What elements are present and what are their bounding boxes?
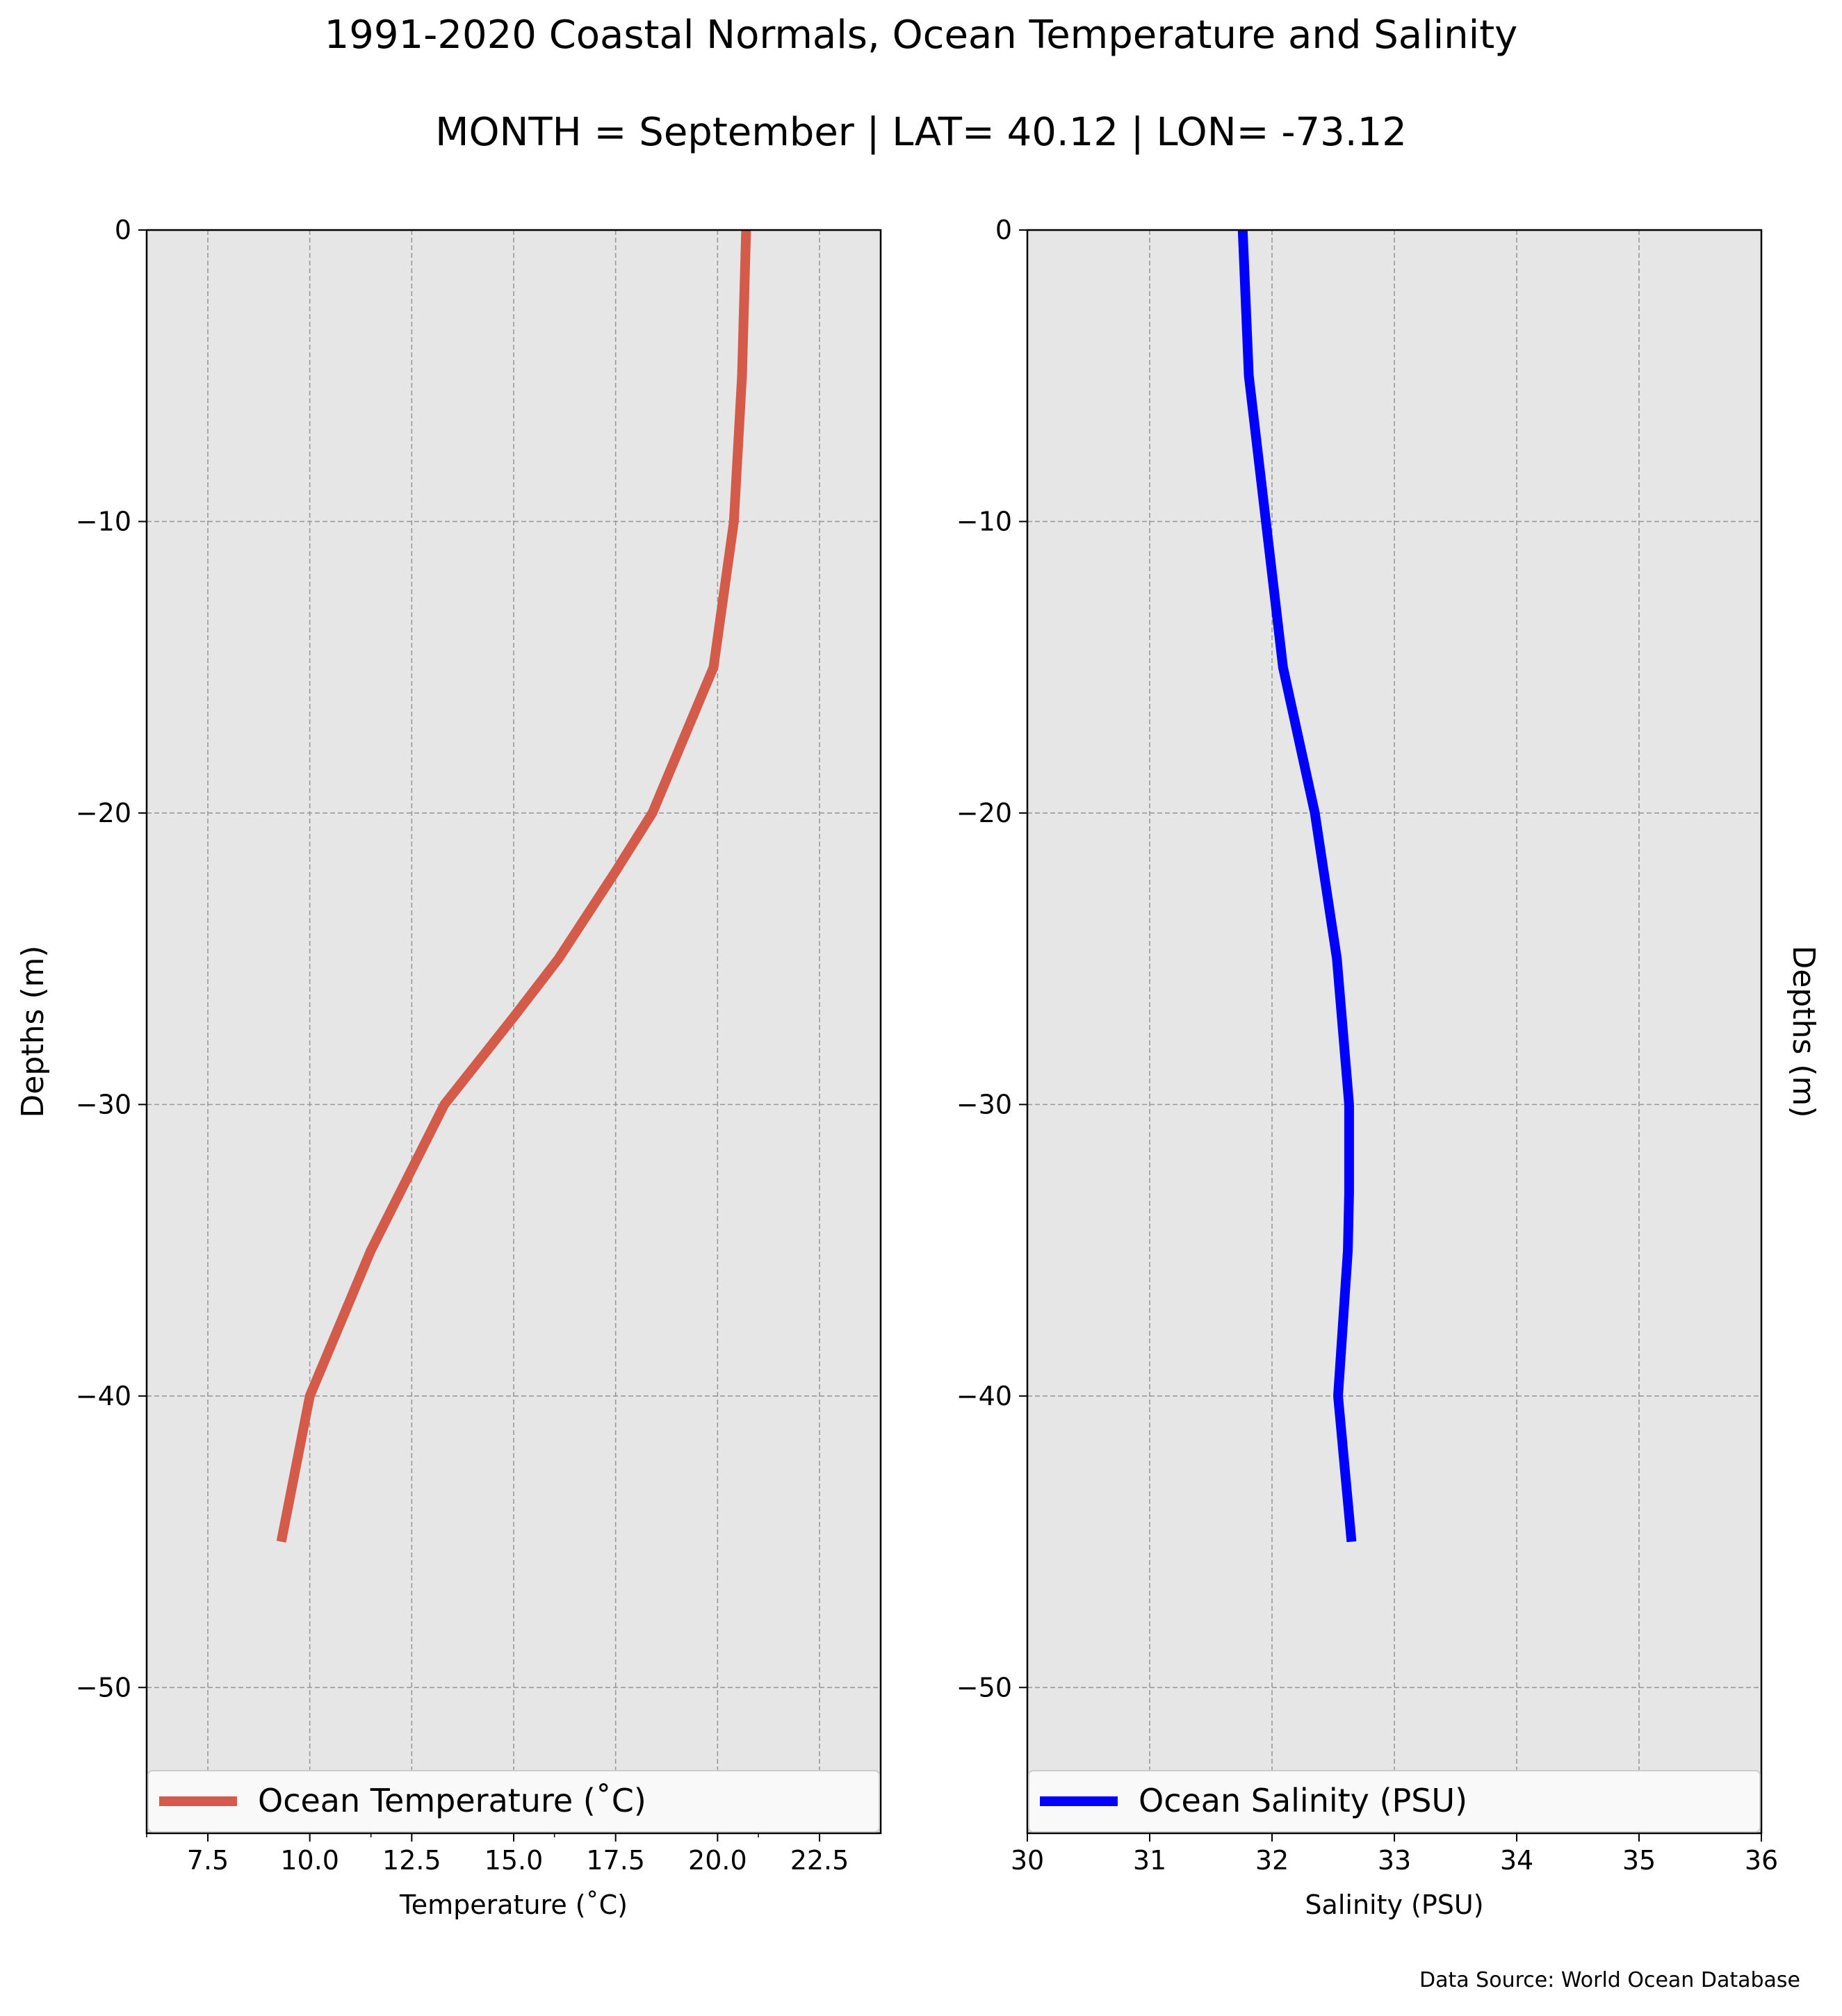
salinity-y-tick-label: −50 (956, 1672, 1012, 1703)
salinity-x-tick-label: 31 (1133, 1845, 1166, 1876)
temperature-y-tick-label: −30 (76, 1089, 131, 1120)
temperature-x-tick-label: 7.5 (187, 1845, 229, 1876)
temperature-series-line (276, 229, 751, 1543)
temperature-plot-area (147, 230, 881, 1833)
salinity-legend: Ocean Salinity (PSU) (1028, 1770, 1761, 1833)
temperature-legend: Ocean Temperature (˚C) (147, 1770, 880, 1833)
salinity-x-tick-label: 36 (1745, 1845, 1778, 1876)
salinity-y-tick-label: −10 (956, 506, 1012, 536)
temperature-x-tick-label: 12.5 (382, 1845, 441, 1876)
temperature-y-axis-label: Depths (m) (15, 945, 51, 1117)
salinity-plot-area (1027, 230, 1761, 1833)
salinity-x-tick-label: 33 (1378, 1845, 1411, 1876)
figure-subtitle: MONTH = September | LAT= 40.12 | LON= -7… (435, 110, 1407, 155)
salinity-x-tick-label: 34 (1500, 1845, 1533, 1876)
temperature-y-tick-label: −20 (76, 798, 131, 828)
temperature-x-ticks: 7.5 10.0 12.5 15.0 17.5 20.0 22.5 (146, 1833, 849, 1876)
salinity-x-tick-label: 35 (1622, 1845, 1656, 1876)
salinity-x-tick-label: 32 (1255, 1845, 1289, 1876)
temperature-y-tick-label: −40 (76, 1381, 131, 1411)
temperature-y-ticks: 0 −10 −20 −30 −40 −50 (76, 215, 147, 1703)
temperature-x-tick-label: 17.5 (586, 1845, 645, 1876)
salinity-grid (1027, 230, 1761, 1833)
salinity-legend-label: Ocean Salinity (PSU) (1139, 1782, 1467, 1819)
salinity-y-tick-label: −40 (956, 1381, 1012, 1411)
temperature-x-axis-label: Temperature (˚C) (399, 1890, 628, 1920)
temperature-grid (147, 230, 881, 1833)
salinity-series-line (1237, 229, 1357, 1543)
salinity-y-axis-label: Depths (m) (1786, 945, 1821, 1117)
temperature-x-tick-label: 15.0 (484, 1845, 544, 1876)
salinity-y-tick-label: 0 (995, 215, 1012, 245)
temperature-x-tick-label: 10.0 (280, 1845, 339, 1876)
salinity-x-tick-label: 30 (1011, 1845, 1044, 1876)
temperature-y-tick-label: 0 (115, 215, 131, 245)
temperature-legend-box (147, 1770, 880, 1833)
temperature-x-tick-label: 20.0 (688, 1845, 747, 1876)
salinity-y-tick-label: −30 (956, 1089, 1012, 1120)
salinity-legend-box (1028, 1770, 1761, 1833)
salinity-y-ticks: 0 −10 −20 −30 −40 −50 (956, 215, 1027, 1703)
temperature-legend-label: Ocean Temperature (˚C) (258, 1782, 646, 1819)
data-source-note: Data Source: World Ocean Database (1419, 1968, 1800, 1992)
salinity-y-tick-label: −20 (956, 798, 1012, 828)
temperature-x-tick-label: 22.5 (790, 1845, 849, 1876)
temperature-y-tick-label: −10 (76, 506, 131, 536)
salinity-x-axis-label: Salinity (PSU) (1305, 1890, 1483, 1920)
temperature-y-tick-label: −50 (76, 1672, 131, 1703)
temperature-panel: 7.5 10.0 12.5 15.0 17.5 20.0 22.5 0 −10 −20 −30 −40… (15, 215, 882, 1920)
salinity-panel: 30 31 32 33 34 35 36 0 −10 −20 −30 −40 −50 Salinity (… (956, 215, 1821, 1920)
figure-title: 1991-2020 Coastal Normals, Ocean Tempera… (324, 13, 1518, 58)
salinity-x-ticks: 30 31 32 33 34 35 36 (1011, 1833, 1778, 1876)
